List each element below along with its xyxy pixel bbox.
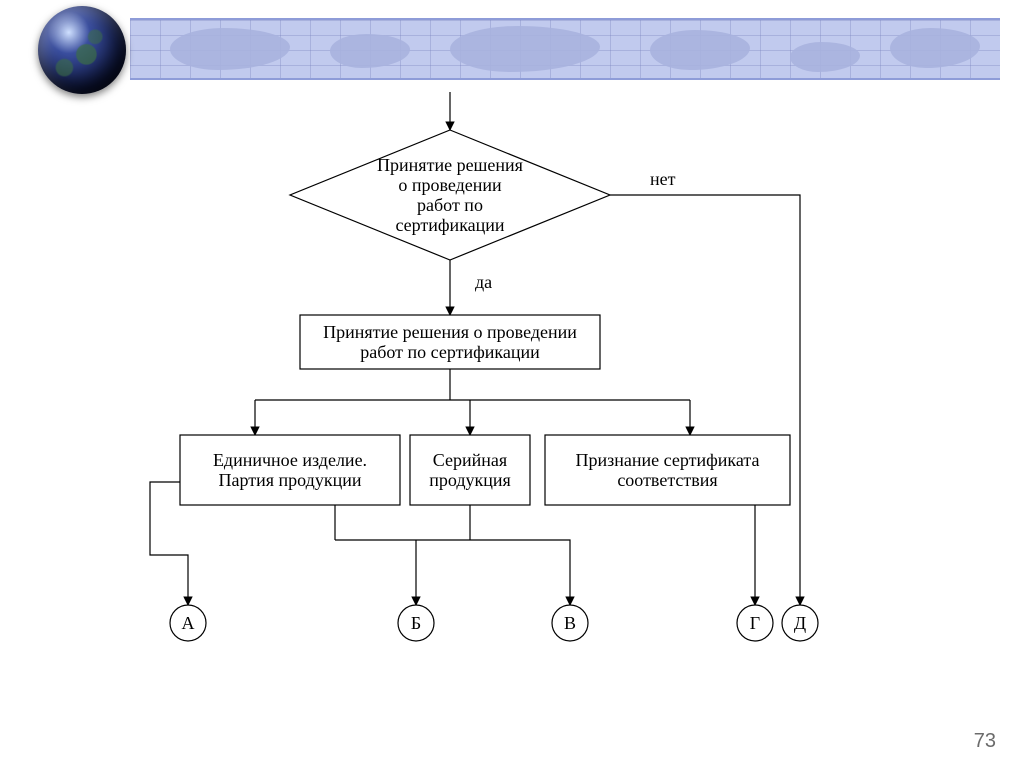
node-label-A: А	[182, 613, 195, 633]
node-label-B: Б	[411, 613, 421, 633]
node-text: Серийная	[433, 450, 507, 470]
node-text: сертификации	[395, 215, 504, 235]
node-text: о проведении	[398, 175, 502, 195]
node-text: Единичное изделие.	[213, 450, 367, 470]
node-label-G: Г	[750, 613, 760, 633]
page-number: 73	[974, 730, 996, 753]
node-text: работ по сертификации	[360, 342, 540, 362]
edge-merge-to-V	[470, 540, 570, 605]
node-text: Партия продукции	[219, 470, 362, 490]
edge-label-no: нет	[650, 169, 676, 189]
node-text: Признание сертификата	[576, 450, 760, 470]
node-label-D: Д	[794, 613, 806, 633]
node-text: соответствия	[617, 470, 717, 490]
node-text: Принятие решения о проведении	[323, 322, 577, 342]
node-label-V: В	[564, 613, 576, 633]
edge-label-yes: да	[475, 272, 492, 292]
node-text: работ по	[417, 195, 483, 215]
flowchart: Принятие решенияо проведенииработ посерт…	[0, 0, 1024, 767]
node-text: Принятие решения	[377, 155, 523, 175]
node-text: продукция	[429, 470, 511, 490]
